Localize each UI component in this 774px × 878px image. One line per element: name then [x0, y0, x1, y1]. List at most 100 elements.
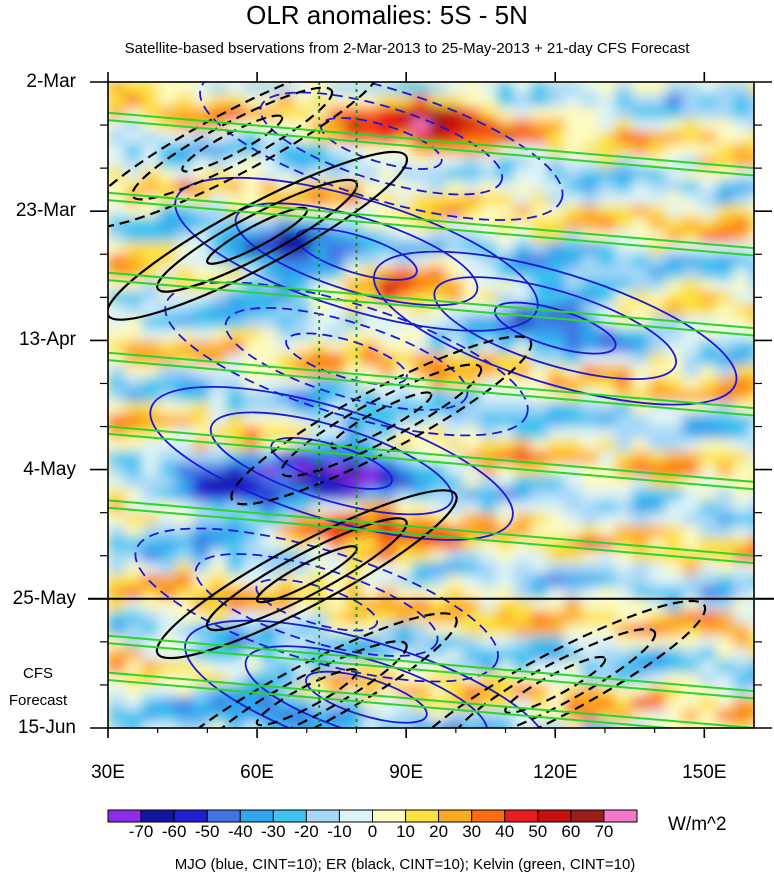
- anomaly-cell: [378, 340, 397, 355]
- er-contour: [230, 335, 533, 506]
- anomaly-cell: [682, 574, 701, 588]
- anomaly-cell: [108, 697, 127, 711]
- anomaly-cell: [733, 660, 752, 675]
- anomaly-cell: [124, 561, 144, 576]
- anomaly-cell: [479, 168, 499, 182]
- anomaly-cell: [682, 389, 701, 404]
- anomaly-cell: [175, 598, 194, 613]
- anomaly-cell: [462, 315, 482, 330]
- anomaly-cell: [665, 328, 684, 342]
- anomaly-cell: [530, 684, 549, 699]
- anomaly-cell: [564, 155, 583, 170]
- anomaly-cell: [750, 340, 754, 355]
- anomaly-cell: [648, 401, 668, 416]
- anomaly-cell: [175, 561, 194, 576]
- anomaly-cell: [682, 438, 701, 453]
- anomaly-cell: [445, 414, 465, 428]
- anomaly-cell: [412, 94, 431, 109]
- anomaly-cell: [293, 315, 313, 330]
- anomaly-cell: [665, 118, 684, 133]
- anomaly-cell: [327, 168, 346, 182]
- anomaly-cell: [344, 242, 363, 256]
- anomaly-cell: [209, 291, 228, 305]
- anomaly-cell: [581, 598, 600, 613]
- anomaly-cell: [496, 94, 515, 109]
- anomaly-cell: [564, 635, 583, 650]
- anomaly-cell: [598, 475, 617, 490]
- anomaly-cell: [192, 574, 211, 588]
- anomaly-cell: [108, 660, 127, 675]
- anomaly-cell: [429, 106, 448, 121]
- anomaly-cell: [699, 106, 718, 121]
- anomaly-cell: [733, 401, 752, 416]
- anomaly-cell: [479, 180, 499, 195]
- anomaly-cell: [412, 131, 431, 145]
- anomaly-cell: [192, 414, 211, 428]
- anomaly-cell: [665, 500, 684, 515]
- anomaly-cell: [547, 475, 566, 490]
- anomaly-cell: [496, 586, 515, 601]
- anomaly-cell: [598, 143, 617, 158]
- anomaly-cell: [598, 648, 617, 662]
- anomaly-cell: [378, 500, 397, 515]
- anomaly-cell: [530, 242, 549, 256]
- anomaly-cell: [614, 598, 634, 613]
- anomaly-cell: [479, 684, 499, 699]
- anomaly-cell: [479, 82, 499, 96]
- anomaly-cell: [277, 155, 296, 170]
- anomaly-cell: [665, 488, 684, 502]
- anomaly-cell: [141, 451, 161, 465]
- anomaly-cell: [648, 266, 668, 281]
- anomaly-cell: [192, 549, 211, 564]
- colorbar-swatch: [206, 809, 241, 823]
- anomaly-cell: [209, 586, 228, 601]
- anomaly-cell: [327, 192, 346, 207]
- anomaly-cell: [699, 611, 718, 625]
- anomaly-cell: [750, 143, 754, 158]
- anomaly-cell: [124, 709, 144, 724]
- anomaly-cell: [378, 488, 397, 502]
- anomaly-cell: [631, 574, 651, 588]
- anomaly-cell: [699, 697, 718, 711]
- anomaly-cell: [699, 352, 718, 367]
- anomaly-cell: [310, 340, 330, 355]
- anomaly-cell: [581, 131, 600, 145]
- anomaly-cell: [682, 488, 701, 502]
- anomaly-cell: [108, 94, 127, 109]
- anomaly-cell: [395, 377, 414, 392]
- anomaly-cell: [496, 377, 515, 392]
- anomaly-cell: [344, 106, 363, 121]
- anomaly-cell: [665, 143, 684, 158]
- anomaly-cell: [547, 229, 566, 244]
- anomaly-cell: [581, 697, 600, 711]
- anomaly-cell: [462, 82, 482, 96]
- anomaly-cell: [175, 574, 194, 588]
- anomaly-cell: [665, 303, 684, 318]
- anomaly-cell: [462, 352, 482, 367]
- anomaly-cell: [479, 721, 499, 728]
- anomaly-cell: [547, 352, 566, 367]
- anomaly-cell: [429, 205, 448, 219]
- anomaly-cell: [175, 414, 194, 428]
- anomaly-cell: [699, 586, 718, 601]
- anomaly-cell: [192, 94, 211, 109]
- anomaly-cell: [631, 512, 651, 527]
- anomaly-cell: [665, 340, 684, 355]
- anomaly-cell: [581, 623, 600, 638]
- anomaly-cell: [750, 131, 754, 145]
- anomaly-cell: [124, 648, 144, 662]
- anomaly-cell: [158, 672, 178, 687]
- anomaly-cell: [750, 623, 754, 638]
- anomaly-cell: [158, 180, 178, 195]
- anomaly-cell: [496, 155, 515, 170]
- anomaly-cell: [327, 549, 346, 564]
- anomaly-cell: [344, 118, 363, 133]
- anomaly-cell: [108, 549, 127, 564]
- anomaly-cell: [479, 438, 499, 453]
- anomaly-cell: [598, 217, 617, 232]
- anomaly-cell: [395, 340, 414, 355]
- anomaly-cell: [361, 352, 380, 367]
- anomaly-cell: [581, 635, 600, 650]
- anomaly-cell: [124, 254, 144, 269]
- anomaly-cell: [429, 315, 448, 330]
